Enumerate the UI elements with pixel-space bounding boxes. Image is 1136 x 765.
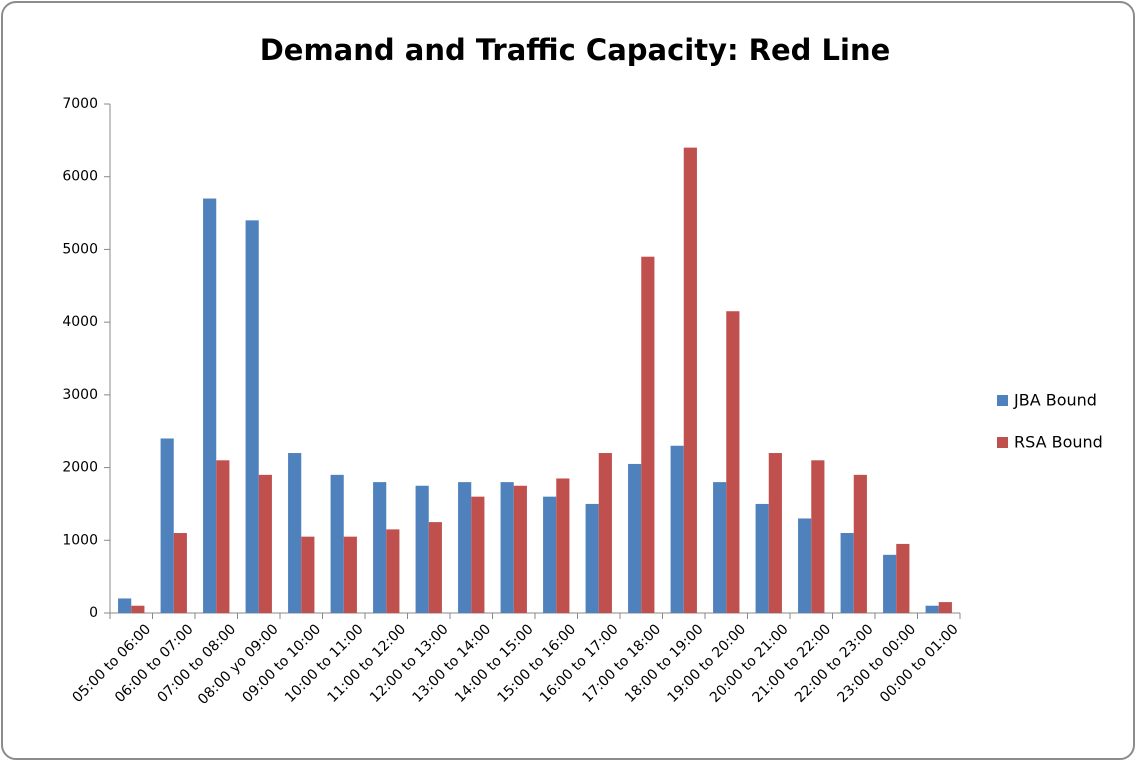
bar — [726, 311, 740, 613]
bar — [938, 602, 952, 613]
bar — [373, 482, 387, 613]
bar — [203, 198, 217, 613]
bar — [883, 554, 897, 613]
bar — [160, 438, 174, 613]
bar — [853, 474, 867, 613]
bar — [513, 485, 527, 613]
bar — [386, 529, 400, 613]
bar — [258, 474, 272, 613]
bar — [118, 598, 132, 613]
legend-label: RSA Bound — [1014, 433, 1103, 452]
bar — [598, 453, 612, 613]
bar — [216, 460, 230, 613]
bar — [925, 605, 939, 613]
y-tick-label: 7000 — [62, 96, 98, 112]
bar — [428, 522, 442, 613]
legend-swatch — [997, 395, 1008, 406]
bar — [458, 482, 472, 613]
y-tick-label: 4000 — [62, 314, 98, 330]
bar — [811, 460, 825, 613]
bar — [840, 533, 854, 613]
chart-title: Demand and Traffic Capacity: Red Line — [260, 33, 891, 67]
bar — [670, 445, 684, 613]
legend-swatch — [997, 437, 1008, 448]
bar — [585, 503, 599, 613]
bar — [301, 536, 315, 613]
bar — [556, 478, 570, 613]
y-tick-label: 6000 — [62, 169, 98, 185]
bar — [641, 256, 655, 613]
bar — [798, 518, 812, 613]
y-tick-label: 3000 — [62, 387, 98, 403]
bar — [131, 605, 145, 613]
bar — [245, 220, 259, 614]
y-tick-label: 0 — [89, 605, 98, 621]
y-tick-label: 5000 — [62, 241, 98, 257]
bar — [896, 543, 910, 613]
bar — [343, 536, 357, 613]
bar — [543, 496, 557, 613]
bar — [288, 453, 302, 613]
y-tick-label: 2000 — [62, 460, 98, 476]
bar — [415, 485, 429, 613]
bar — [330, 474, 344, 613]
bar — [768, 453, 782, 613]
bar — [471, 496, 485, 613]
legend-label: JBA Bound — [1013, 391, 1097, 410]
bar — [173, 533, 187, 613]
bar — [683, 147, 697, 613]
bar — [755, 503, 769, 613]
y-tick-label: 1000 — [62, 532, 98, 548]
bar — [713, 482, 727, 613]
bar — [628, 463, 642, 613]
bar — [500, 482, 514, 613]
